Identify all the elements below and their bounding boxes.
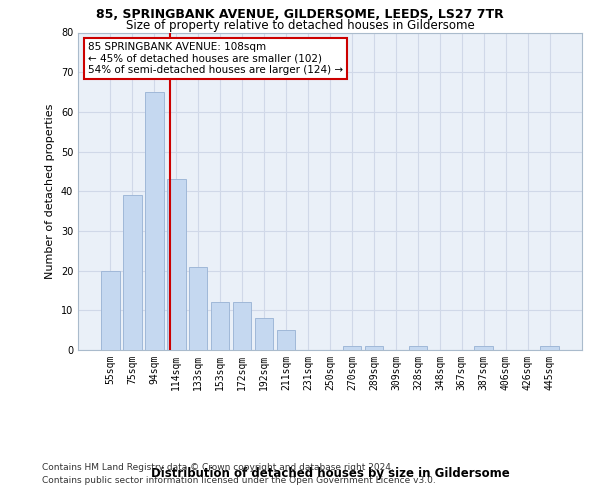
Text: 85, SPRINGBANK AVENUE, GILDERSOME, LEEDS, LS27 7TR: 85, SPRINGBANK AVENUE, GILDERSOME, LEEDS… <box>96 8 504 20</box>
Y-axis label: Number of detached properties: Number of detached properties <box>45 104 55 279</box>
X-axis label: Distribution of detached houses by size in Gildersome: Distribution of detached houses by size … <box>151 466 509 479</box>
Bar <box>211 302 229 350</box>
Text: 85 SPRINGBANK AVENUE: 108sqm
← 45% of detached houses are smaller (102)
54% of s: 85 SPRINGBANK AVENUE: 108sqm ← 45% of de… <box>88 42 343 75</box>
Bar <box>255 318 274 350</box>
Bar <box>277 330 295 350</box>
Bar <box>123 195 142 350</box>
Bar <box>101 270 119 350</box>
Bar <box>409 346 427 350</box>
Bar <box>189 266 208 350</box>
Bar <box>167 180 185 350</box>
Text: Size of property relative to detached houses in Gildersome: Size of property relative to detached ho… <box>125 19 475 32</box>
Bar <box>365 346 383 350</box>
Text: Contains public sector information licensed under the Open Government Licence v3: Contains public sector information licen… <box>42 476 436 485</box>
Bar <box>475 346 493 350</box>
Bar <box>233 302 251 350</box>
Bar <box>343 346 361 350</box>
Bar <box>145 92 164 350</box>
Bar <box>541 346 559 350</box>
Text: Contains HM Land Registry data © Crown copyright and database right 2024.: Contains HM Land Registry data © Crown c… <box>42 464 394 472</box>
